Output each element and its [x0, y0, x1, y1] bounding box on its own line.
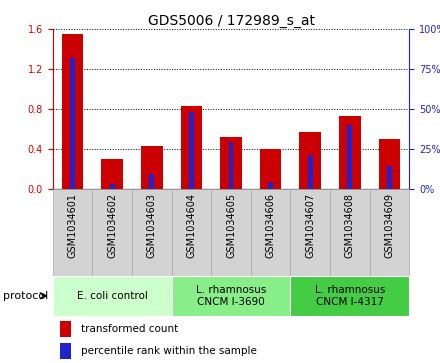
Bar — [141, 146, 163, 189]
Text: GSM1034607: GSM1034607 — [305, 193, 315, 258]
Bar — [60, 321, 71, 337]
Text: GSM1034608: GSM1034608 — [345, 193, 355, 258]
Bar — [229, 142, 233, 189]
Bar — [189, 112, 194, 189]
Bar — [370, 189, 409, 276]
Bar — [260, 149, 282, 189]
Text: GSM1034602: GSM1034602 — [107, 193, 117, 258]
Bar — [339, 116, 361, 189]
Text: transformed count: transformed count — [81, 324, 179, 334]
Bar — [268, 182, 273, 189]
Bar — [110, 184, 114, 189]
Text: GSM1034605: GSM1034605 — [226, 193, 236, 258]
Bar — [290, 276, 409, 316]
Bar — [290, 189, 330, 276]
Bar — [220, 137, 242, 189]
Bar — [53, 276, 172, 316]
Text: percentile rank within the sample: percentile rank within the sample — [81, 346, 257, 356]
Bar — [172, 276, 290, 316]
Bar — [92, 189, 132, 276]
Bar — [387, 166, 392, 189]
Text: L. rhamnosus
CNCM I-4317: L. rhamnosus CNCM I-4317 — [315, 285, 385, 307]
Text: protocol: protocol — [3, 291, 48, 301]
Bar — [378, 139, 400, 189]
Text: GSM1034604: GSM1034604 — [187, 193, 196, 258]
Bar — [211, 189, 251, 276]
Bar — [70, 58, 75, 189]
Bar — [330, 189, 370, 276]
Bar — [299, 132, 321, 189]
Bar — [60, 343, 71, 359]
Text: GSM1034603: GSM1034603 — [147, 193, 157, 258]
Title: GDS5006 / 172989_s_at: GDS5006 / 172989_s_at — [147, 14, 315, 28]
Text: L. rhamnosus
CNCM I-3690: L. rhamnosus CNCM I-3690 — [196, 285, 266, 307]
Bar — [180, 106, 202, 189]
Bar — [251, 189, 290, 276]
Bar — [101, 159, 123, 189]
Bar — [150, 174, 154, 189]
Text: GSM1034601: GSM1034601 — [68, 193, 77, 258]
Bar — [53, 189, 92, 276]
Bar — [62, 34, 84, 189]
Text: GSM1034606: GSM1034606 — [266, 193, 275, 258]
Bar — [172, 189, 211, 276]
Bar — [308, 155, 312, 189]
Bar — [132, 189, 172, 276]
Text: GSM1034609: GSM1034609 — [385, 193, 394, 258]
Text: E. coli control: E. coli control — [77, 291, 148, 301]
Bar — [348, 125, 352, 189]
